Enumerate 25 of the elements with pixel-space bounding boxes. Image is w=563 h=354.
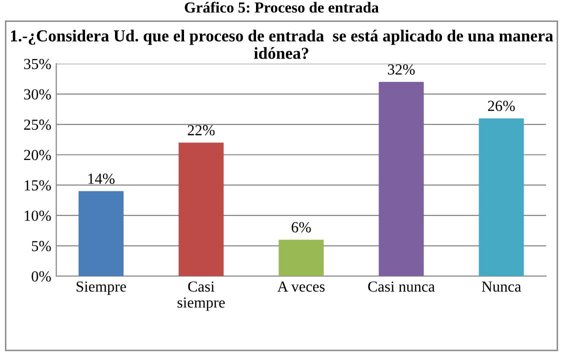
- data-label: 14%: [88, 174, 115, 184]
- data-label: 22%: [188, 125, 215, 136]
- y-tick-label: 5%: [32, 240, 51, 252]
- x-tick-label: Casi siempre: [178, 281, 225, 311]
- y-tick-label: 25%: [24, 120, 51, 130]
- data-label: 26%: [488, 100, 515, 112]
- bar: [478, 118, 524, 276]
- bar: [278, 240, 324, 276]
- x-tick-label: Casi nunca: [368, 281, 435, 292]
- y-tick-label: 30%: [24, 89, 51, 100]
- chart-title: 1.-¿Considera Ud. que el proceso de entrada se está aplicado de una manera idónea?: [10, 30, 554, 59]
- bar: [78, 191, 124, 276]
- chart-subtitle: Gráfico 5: Proceso de entrada: [184, 2, 379, 13]
- y-tick-label: 15%: [24, 180, 51, 191]
- bar: [378, 82, 424, 276]
- y-tick-label: 10%: [24, 210, 51, 221]
- bar: [178, 142, 224, 276]
- x-tick-label: A veces: [277, 281, 325, 292]
- data-label: 6%: [292, 222, 311, 232]
- y-tick-label: 20%: [24, 150, 51, 160]
- y-tick-label: 0%: [32, 271, 51, 282]
- data-label: 32%: [388, 64, 415, 75]
- x-tick-label: Nunca: [482, 282, 522, 292]
- y-tick-label: 35%: [24, 58, 51, 70]
- x-tick-label: Siempre: [76, 281, 126, 295]
